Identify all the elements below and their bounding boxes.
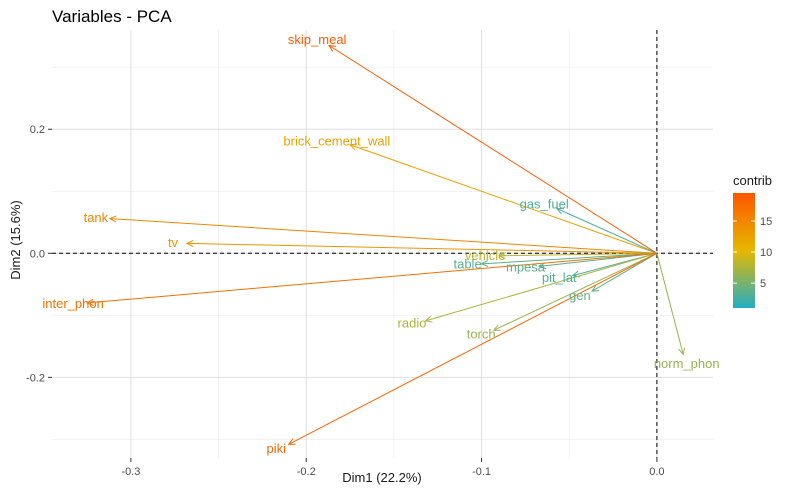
arrow-gas_fuel — [556, 208, 658, 254]
label-pit_lat: pit_lat — [542, 270, 577, 285]
arrowhead-torch — [492, 324, 501, 331]
label-inter_phon: inter_phon — [42, 296, 103, 311]
variable-arrows — [85, 44, 686, 445]
contrib-legend: contrib 5 10 15 — [733, 173, 772, 308]
x-tick-label: -0.2 — [297, 466, 316, 478]
arrowhead-table — [480, 260, 489, 267]
label-tv: tv — [168, 235, 179, 250]
grid-lines — [52, 30, 713, 458]
arrowhead-inter_phon — [85, 298, 94, 306]
x-tick-label: -0.1 — [472, 466, 491, 478]
arrowhead-tv — [185, 240, 194, 247]
x-axis-ticks: -0.3 -0.2 -0.1 0.0 — [121, 458, 665, 478]
legend-title: contrib — [733, 173, 772, 188]
x-tick-label: 0.0 — [649, 466, 664, 478]
arrow-tv — [186, 242, 657, 254]
arrowhead-vehicle — [497, 252, 506, 260]
arrow-vehicle — [499, 252, 657, 257]
legend-ticks: 5 10 15 — [733, 216, 772, 290]
arrowhead-radio — [424, 315, 433, 323]
chart-title: Variables - PCA — [52, 7, 172, 26]
label-tank: tank — [84, 210, 109, 225]
y-tick-label: -0.2 — [26, 372, 45, 384]
arrow-brick_cement_wall — [349, 144, 658, 254]
arrowhead-piki — [287, 438, 296, 445]
label-vehicle: vehicle — [465, 248, 505, 263]
legend-tick-label: 15 — [760, 216, 772, 228]
arrow-piki — [288, 252, 658, 445]
y-tick-label: 0.2 — [30, 124, 45, 136]
legend-tick-label: 10 — [760, 247, 772, 259]
label-skip_meal: skip_meal — [288, 32, 347, 47]
label-gen: gen — [569, 288, 591, 303]
arrow-tank — [109, 218, 657, 254]
arrow-torch — [493, 252, 658, 331]
arrow-inter_phon — [87, 252, 657, 304]
arrow-norm_phon — [656, 253, 684, 355]
legend-colorbar — [733, 193, 755, 308]
arrow-table — [481, 252, 657, 265]
label-torch: torch — [467, 326, 496, 341]
legend-tick-label: 5 — [760, 278, 766, 290]
arrowhead-mpesa — [538, 262, 547, 270]
y-axis-ticks: -0.2 0.0 0.2 — [26, 124, 52, 384]
arrowhead-gas_fuel — [555, 207, 564, 215]
y-tick-label: 0.0 — [30, 248, 45, 260]
label-piki: piki — [267, 441, 287, 456]
arrow-radio — [425, 252, 658, 322]
label-gas_fuel: gas_fuel — [520, 197, 569, 212]
label-table: table — [453, 256, 481, 271]
label-brick_cement_wall: brick_cement_wall — [283, 133, 390, 148]
arrowhead-gen — [591, 285, 600, 292]
y-axis-title: Dim2 (15.6%) — [8, 200, 23, 279]
x-tick-label: -0.3 — [121, 466, 140, 478]
x-axis-title: Dim1 (22.2%) — [342, 470, 421, 485]
reference-lines — [52, 30, 713, 458]
arrowhead-skip_meal — [328, 44, 337, 52]
arrowhead-norm_phon — [678, 347, 686, 356]
arrow-skip_meal — [328, 45, 658, 254]
label-mpesa: mpesa — [506, 259, 546, 274]
arrow-gen — [591, 252, 658, 292]
label-norm_phon: norm_phon — [654, 356, 720, 371]
label-radio: radio — [398, 316, 427, 331]
arrowhead-brick_cement_wall — [348, 143, 358, 151]
arrowhead-tank — [108, 215, 117, 223]
